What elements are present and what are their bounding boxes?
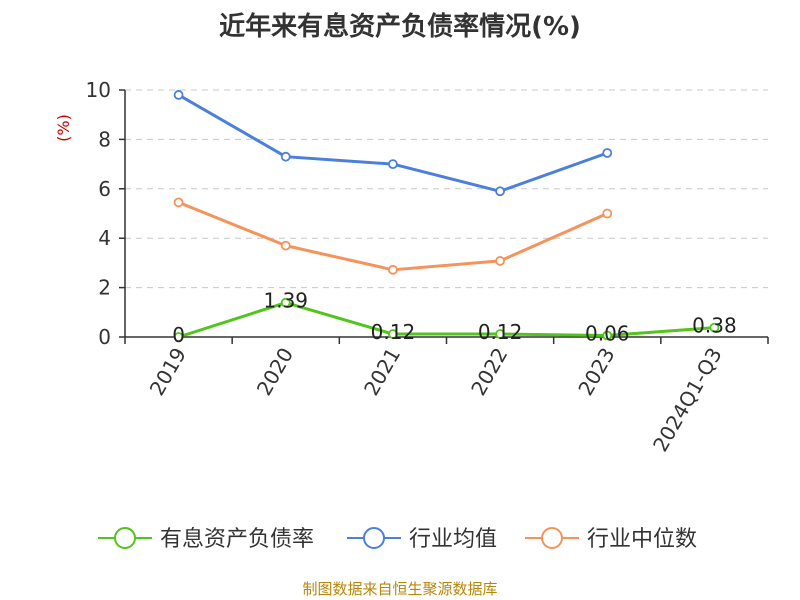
data-point [173, 332, 184, 342]
legend-label: 有息资产负债率 [160, 527, 314, 552]
x-tick-label: 2023 [573, 344, 619, 400]
legend: 有息资产负债率 行业均值 行业中位数 [98, 527, 697, 552]
data-label: 0.12 [371, 320, 416, 344]
y-tick-label: 6 [98, 177, 111, 201]
y-tick-label: 8 [98, 127, 111, 151]
y-tick-label: 0 [98, 325, 111, 349]
x-tick-label: 2022 [466, 344, 512, 400]
series-points [173, 90, 720, 342]
data-label: 1.39 [263, 289, 308, 313]
data-label: 0.38 [692, 314, 737, 338]
legend-marker [363, 527, 385, 549]
y-tick-label: 10 [86, 78, 111, 102]
tick-labels: 0 2 4 6 8 10 2019 2020 2021 2022 2023 2024Q1-Q3 [86, 78, 727, 456]
y-tick-label: 4 [98, 226, 111, 250]
series-line-1 [177, 93, 608, 193]
x-tick-label: 2024Q1-Q3 [648, 344, 727, 456]
series-lines [177, 93, 715, 339]
axes [119, 89, 769, 344]
data-label: 0.06 [585, 322, 630, 346]
source-note: 制图数据来自恒生聚源数据库 [302, 580, 498, 598]
y-axis-unit-label: (%) [54, 114, 73, 142]
series-line-2 [178, 200, 608, 272]
data-point [388, 264, 398, 275]
data-point [602, 330, 613, 341]
data-point [709, 322, 720, 333]
data-point [388, 329, 398, 339]
data-point [388, 159, 398, 170]
series-line-0 [178, 301, 715, 339]
data-point [280, 151, 291, 162]
data-point [280, 240, 291, 251]
legend-label: 行业中位数 [587, 527, 697, 552]
data-point [173, 197, 184, 208]
data-point [495, 256, 505, 266]
x-tick-label: 2019 [145, 344, 191, 400]
chart-title: 近年来有息资产负债率情况(%) [219, 12, 581, 42]
x-tick-label: 2021 [359, 344, 405, 400]
data-label: 0 [172, 323, 185, 347]
data-point [495, 329, 505, 339]
x-tick-label: 2020 [252, 344, 298, 400]
legend-marker [114, 527, 136, 549]
legend-label: 行业均值 [409, 527, 497, 552]
data-point [280, 297, 291, 308]
data-point [173, 90, 184, 100]
y-tick-label: 2 [98, 276, 111, 300]
data-point [495, 186, 505, 197]
data-point [602, 148, 613, 158]
grid-lines [125, 89, 768, 289]
data-point [602, 208, 613, 219]
legend-marker [541, 527, 563, 549]
data-label: 0.12 [478, 320, 523, 344]
data-labels: 0 1.39 0.12 0.12 0.06 0.38 [172, 289, 736, 347]
